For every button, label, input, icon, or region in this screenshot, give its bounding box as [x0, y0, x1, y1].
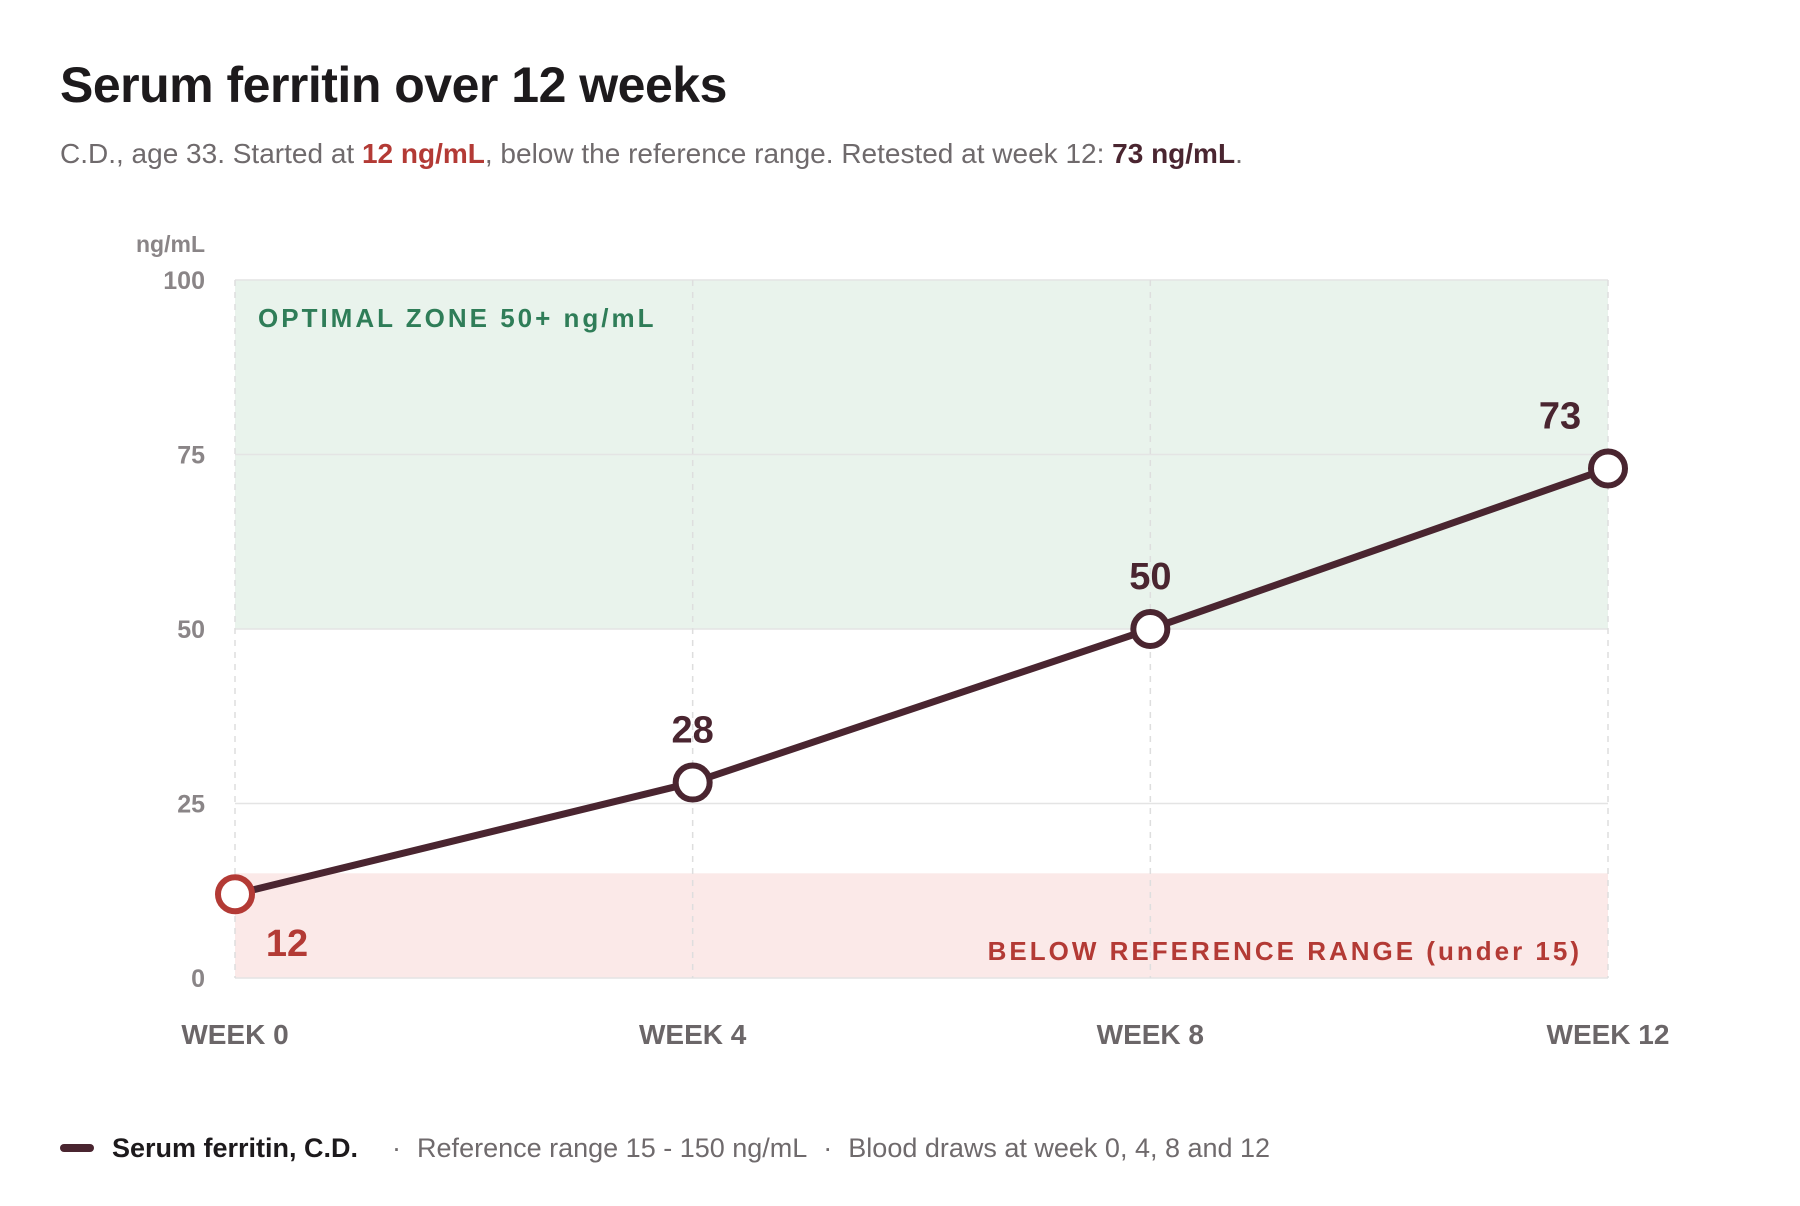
optimal-zone-label: OPTIMAL ZONE 50+ ng/mL — [258, 303, 657, 333]
data-point — [1130, 609, 1171, 649]
legend-separator: · — [392, 1132, 402, 1163]
y-tick-label: 0 — [191, 965, 205, 993]
ferritin-series-line — [231, 464, 1612, 898]
low-band — [235, 873, 1608, 978]
subtitle-start-value: 12 ng/mL — [361, 138, 485, 169]
data-point — [215, 874, 255, 915]
legend-note-blood-draws: Blood draws at week 0, 4, 8 and 12 — [848, 1132, 1271, 1163]
x-tick-label: WEEK 0 — [181, 1019, 288, 1050]
data-label: 50 — [1129, 556, 1171, 598]
chart-title: Serum ferritin over 12 weeks — [60, 57, 727, 113]
x-tick-label: WEEK 12 — [1547, 1019, 1670, 1050]
data-point — [672, 762, 713, 803]
chart-legend: Serum ferritin, C.D. · Reference range 1… — [60, 1130, 1270, 1166]
data-label: 12 — [266, 923, 308, 965]
data-point — [1588, 448, 1628, 489]
x-tick-label: WEEK 4 — [639, 1019, 747, 1050]
legend-series-label: Serum ferritin, C.D. — [112, 1132, 359, 1163]
y-tick-label: 75 — [177, 442, 205, 470]
y-axis-unit-label: ng/mL — [136, 231, 205, 257]
subtitle-prefix: C.D., age 33. Started at — [60, 138, 362, 169]
subtitle-suffix: . — [1235, 138, 1243, 169]
y-tick-label: 50 — [177, 616, 205, 644]
data-label: 73 — [1539, 395, 1581, 437]
chart-subtitle: C.D., age 33. Started at 12 ng/mL, below… — [60, 138, 1243, 170]
y-tick-label: 100 — [163, 267, 205, 295]
legend-separator: · — [823, 1132, 833, 1163]
legend-swatch — [60, 1144, 94, 1152]
data-label: 28 — [672, 710, 714, 752]
low-zone-label: BELOW REFERENCE RANGE (under 15) — [988, 936, 1582, 966]
x-tick-label: WEEK 8 — [1097, 1019, 1204, 1050]
y-tick-label: 25 — [177, 791, 205, 819]
subtitle-middle: , below the reference range. Retested at… — [484, 138, 1113, 169]
legend-note-reference-range: Reference range 15 - 150 ng/mL — [417, 1132, 808, 1163]
subtitle-end-value: 73 ng/mL — [1112, 138, 1236, 169]
